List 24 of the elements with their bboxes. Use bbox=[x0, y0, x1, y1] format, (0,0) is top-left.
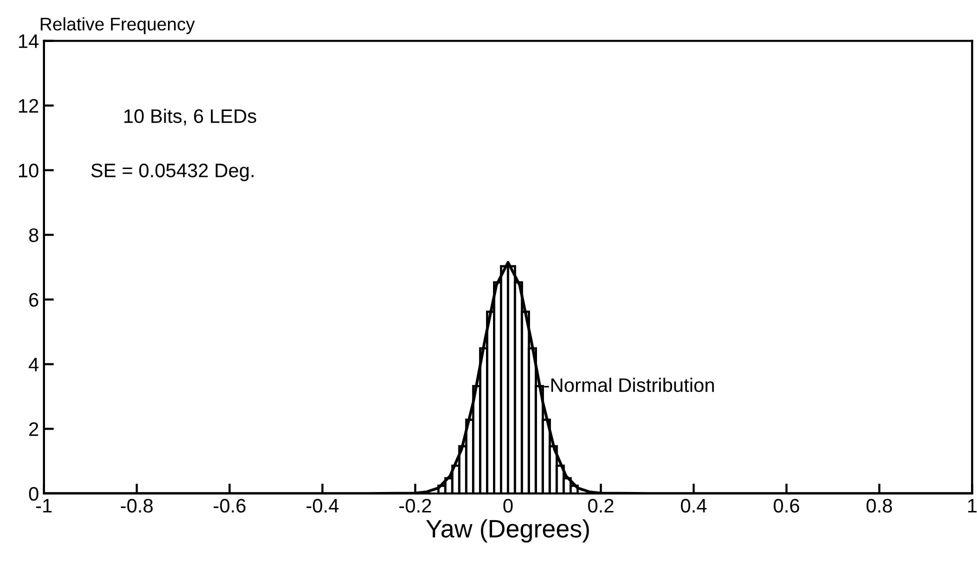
x-axis-title: Yaw (Degrees) bbox=[426, 519, 589, 543]
x-tick-label: -1 bbox=[36, 499, 52, 512]
x-tick-label: 0.4 bbox=[680, 498, 707, 513]
y-tick-label: 6 bbox=[29, 292, 38, 307]
y-axis-title: Relative Frequency bbox=[40, 17, 195, 34]
y-tick-label: 12 bbox=[18, 99, 38, 113]
y-tick-label: 14 bbox=[18, 34, 39, 48]
annotation: SE = 0.05432 Deg. bbox=[91, 164, 254, 182]
x-tick-label: -0.8 bbox=[120, 498, 153, 513]
x-tick-label: 0.6 bbox=[774, 498, 800, 513]
y-tick-label: 10 bbox=[18, 164, 38, 178]
y-tick-label: 2 bbox=[29, 422, 38, 436]
x-tick-label: -0.4 bbox=[306, 498, 339, 513]
x-tick-label: 0.2 bbox=[588, 498, 614, 513]
y-tick-label: 8 bbox=[29, 228, 38, 242]
x-tick-label: -0.6 bbox=[214, 498, 246, 513]
x-tick-label: 0.8 bbox=[866, 498, 892, 513]
y-tick-label: 4 bbox=[28, 358, 39, 372]
annotation: 10 Bits, 6 LEDs bbox=[124, 108, 256, 126]
x-tick-label: -0.2 bbox=[399, 498, 432, 513]
y-tick-label: 0 bbox=[29, 486, 38, 501]
x-tick-label: 0 bbox=[503, 498, 513, 513]
x-tick-label: 1 bbox=[968, 499, 977, 512]
annotation: -Normal Distribution bbox=[544, 378, 714, 392]
